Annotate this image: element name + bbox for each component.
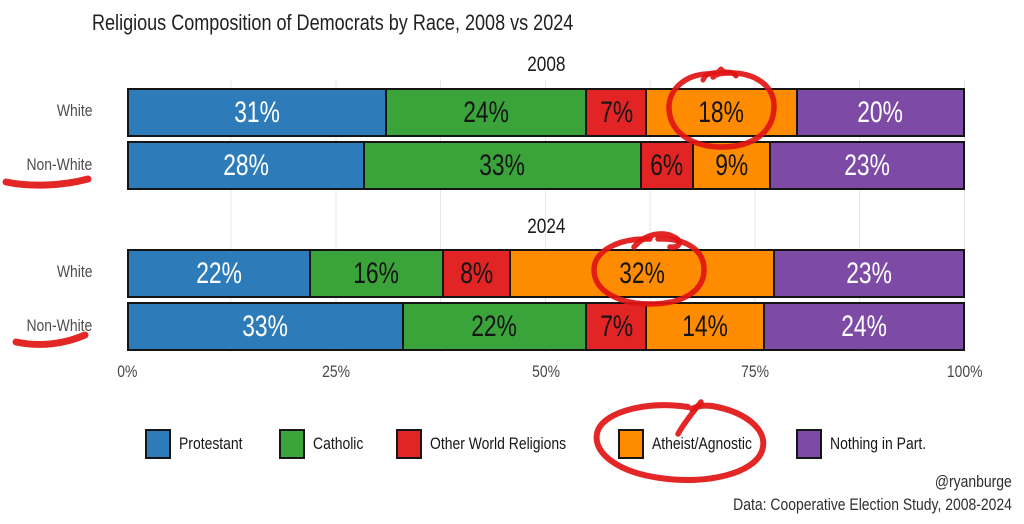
legend-label: Other World Religions [430, 434, 596, 454]
segment-value-label: 28% [222, 148, 269, 182]
legend-item-catholic: Catholic [278, 429, 374, 459]
panel-title-2024: 2024 [127, 215, 965, 239]
bar-segment-other-world-religions: 7% [585, 90, 646, 135]
bar-segment-nothing-in-part-: 24% [762, 304, 963, 349]
x-axis-tick-100pct: 100% [925, 362, 1005, 382]
legend-label-text: Nothing in Part. [829, 434, 926, 453]
segment-value-label: 6% [650, 148, 684, 182]
x-axis-tick-label: 0% [116, 362, 138, 381]
legend-swatch-icon [278, 429, 305, 459]
stacked-bar-2024-white: 22% 16% 8% 32% 23% [127, 249, 965, 298]
bar-segment-catholic: 24% [385, 90, 586, 135]
segment-value-label: 20% [857, 95, 904, 129]
attribution-source: Data: Cooperative Election Study, 2008-2… [733, 495, 1012, 514]
segment-value-label: 22% [196, 256, 242, 290]
bar-segment-nothing-in-part-: 23% [772, 251, 963, 296]
red-underline-2024-nonwhite [12, 331, 89, 348]
row-label-white: White [0, 101, 92, 121]
segment-value-label: 23% [846, 256, 892, 290]
legend-swatch-icon [145, 429, 171, 459]
legend-swatch-icon [795, 429, 822, 459]
bar-segment-protestant: 31% [129, 90, 386, 135]
bar-segment-catholic: 22% [401, 304, 586, 349]
segment-value-label: 7% [599, 95, 633, 129]
segment-value-label: 31% [234, 95, 280, 129]
attribution: @ryanburge Data: Cooperative Election St… [672, 470, 1012, 516]
bar-segment-other-world-religions: 7% [585, 304, 646, 349]
bar-segment-atheist-agnostic: 32% [509, 251, 773, 296]
red-underline-2008-nonwhite [2, 175, 92, 189]
segment-value-label: 32% [619, 256, 665, 290]
legend-label: Protestant [179, 434, 257, 454]
legend-label-text: Protestant [179, 434, 243, 453]
legend-item-other-world-religions: Other World Religions [395, 429, 596, 459]
bar-segment-atheist-agnostic: 9% [692, 143, 770, 188]
x-axis-tick-25pct: 25% [297, 362, 377, 382]
bar-segment-catholic: 33% [362, 143, 640, 188]
row-label-text: White [56, 101, 92, 120]
bar-segment-protestant: 22% [129, 251, 309, 296]
legend-label-text: Other World Religions [429, 434, 567, 453]
segment-value-label: 7% [599, 309, 633, 343]
row-label-text: White [56, 262, 92, 281]
legend-label: Nothing in Part. [830, 434, 947, 454]
segment-value-label: 14% [682, 309, 728, 343]
segment-value-label: 24% [463, 95, 509, 129]
x-axis-tick-label: 50% [532, 362, 560, 381]
segment-value-label: 33% [242, 309, 289, 343]
x-axis-tick-50pct: 50% [506, 362, 586, 382]
x-axis-tick-label: 25% [322, 362, 351, 381]
segment-value-label: 23% [844, 148, 890, 182]
legend: Protestant Catholic Other World Religions A… [127, 429, 965, 459]
attribution-handle: @ryanburge [935, 472, 1012, 491]
bar-segment-catholic: 16% [308, 251, 442, 296]
legend-item-atheist-agnostic: Atheist/Agnostic [617, 429, 774, 459]
x-axis-tick-label: 75% [741, 362, 770, 381]
bar-segment-nothing-in-part-: 20% [795, 90, 963, 135]
stacked-bar-2008-non-white: 28% 33% 6% 9% 23% [127, 141, 965, 190]
x-axis-tick-0pct: 0% [87, 362, 167, 382]
stacked-bar-2024-non-white: 33% 22% 7% 14% 24% [127, 302, 965, 351]
bar-segment-protestant: 33% [129, 304, 402, 349]
segment-value-label: 8% [460, 256, 493, 290]
segment-value-label: 33% [479, 148, 526, 182]
bar-segment-atheist-agnostic: 14% [645, 304, 763, 349]
panel-title-text: 2008 [526, 53, 566, 76]
row-label-text: Non-White [26, 316, 92, 335]
segment-value-label: 18% [698, 95, 745, 129]
bar-segment-other-world-religions: 8% [441, 251, 510, 296]
legend-item-nothing-in-part-: Nothing in Part. [795, 429, 947, 459]
x-axis-tick-75pct: 75% [716, 362, 796, 382]
legend-swatch-icon [617, 429, 644, 459]
stacked-bar-2008-white: 31% 24% 7% 18% 20% [127, 88, 965, 137]
panel-title-2008: 2008 [127, 53, 965, 77]
chart-title-text: Religious Composition of Democrats by Ra… [92, 10, 574, 35]
segment-value-label: 16% [353, 256, 400, 290]
bar-segment-nothing-in-part-: 23% [769, 143, 963, 188]
bar-segment-atheist-agnostic: 18% [645, 90, 796, 135]
bar-segment-other-world-religions: 6% [639, 143, 692, 188]
chart-title: Religious Composition of Democrats by Ra… [92, 10, 679, 36]
x-axis-tick-label: 100% [947, 362, 983, 381]
row-label-white: White [0, 262, 92, 282]
segment-value-label: 24% [841, 309, 887, 343]
bar-segment-protestant: 28% [129, 143, 363, 188]
row-label-non-white: Non-White [0, 316, 92, 336]
segment-value-label: 9% [715, 148, 749, 182]
row-label-text: Non-White [26, 155, 92, 174]
legend-label: Atheist/Agnostic [652, 434, 774, 454]
legend-item-protestant: Protestant [145, 429, 257, 459]
panel-title-text: 2024 [526, 215, 566, 238]
row-label-non-white: Non-White [0, 155, 92, 175]
legend-label-text: Catholic [312, 434, 363, 453]
legend-label: Catholic [313, 434, 374, 454]
legend-label-text: Atheist/Agnostic [651, 434, 752, 453]
legend-swatch-icon [395, 429, 422, 459]
segment-value-label: 22% [471, 309, 518, 343]
